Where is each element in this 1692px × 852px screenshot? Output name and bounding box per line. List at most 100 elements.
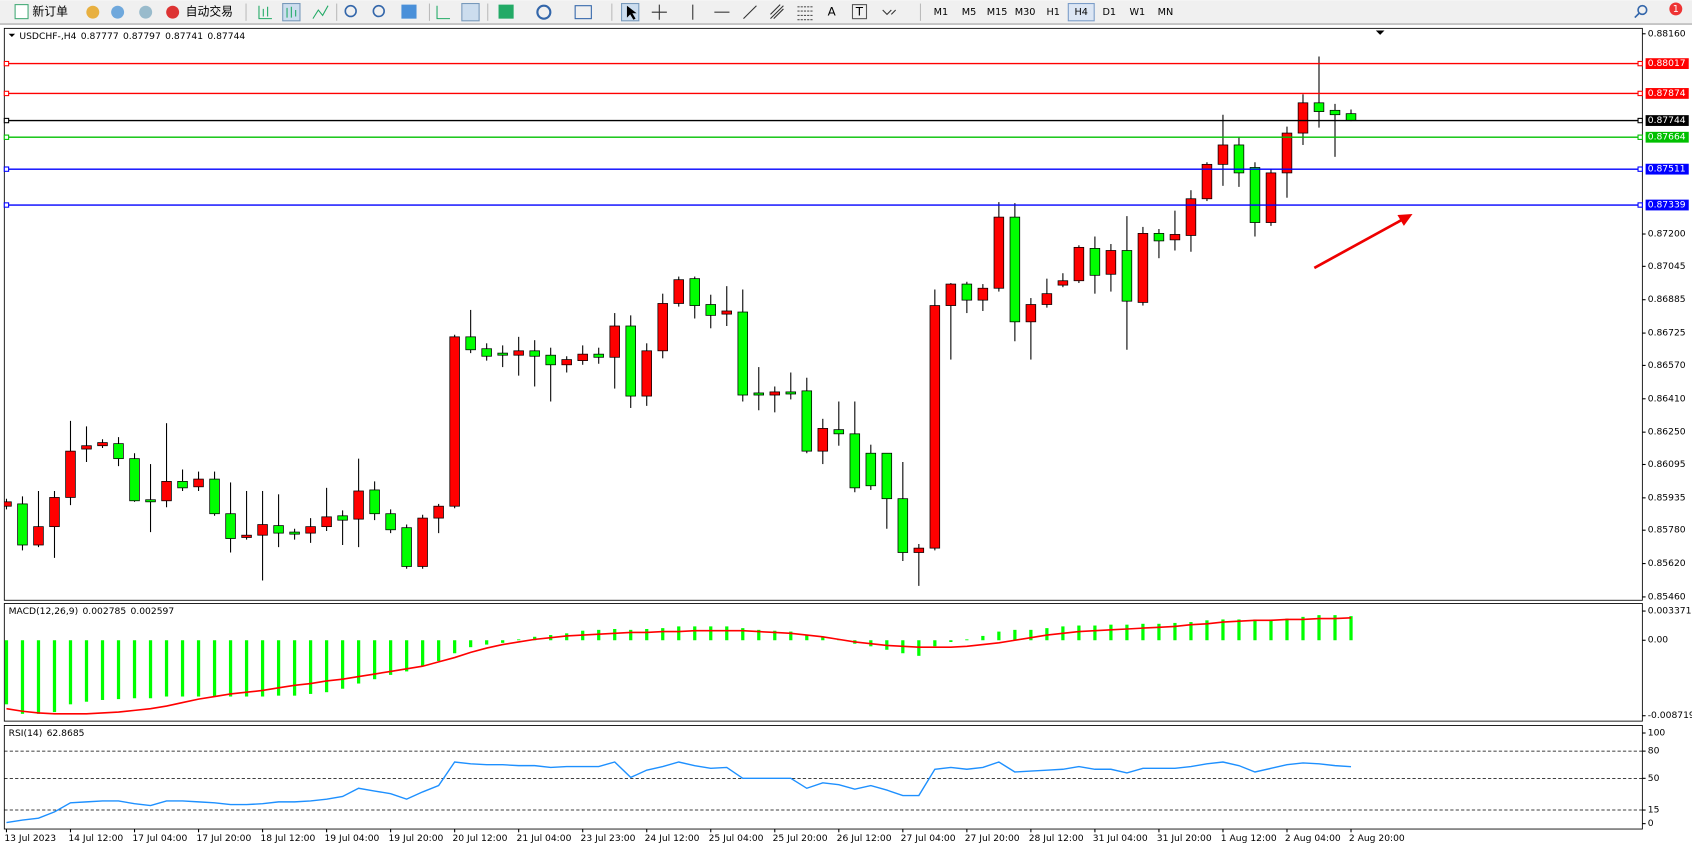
- x-tick-label: 2 Aug 04:00: [1285, 833, 1341, 844]
- candle-body: [337, 515, 348, 521]
- candle-body: [913, 547, 925, 553]
- macd-bar: [292, 640, 297, 696]
- candle-body: [929, 305, 941, 549]
- macd-bar: [661, 628, 665, 641]
- y-tick-label: 80: [1648, 746, 1660, 757]
- new-order-label: 新订单: [32, 5, 68, 19]
- macd-bar: [164, 640, 169, 697]
- macd-bar: [933, 640, 937, 647]
- x-tick-label: 27 Jul 04:00: [901, 833, 956, 844]
- candle-body: [1089, 248, 1101, 276]
- candle-body: [513, 350, 524, 356]
- candle-body: [433, 505, 444, 519]
- y-tick-label: 0: [1648, 818, 1654, 829]
- fibo-icon[interactable]: [797, 6, 813, 21]
- x-tick-label: 31 Jul 20:00: [1157, 833, 1212, 844]
- crosshair-icon[interactable]: [651, 4, 667, 20]
- candle-body: [641, 350, 652, 397]
- tile-icon[interactable]: [401, 4, 417, 19]
- timeframe-button[interactable]: W1: [1129, 7, 1145, 18]
- price-level-label: 0.87664: [1648, 132, 1686, 143]
- macd-bar: [1173, 622, 1177, 641]
- auto-trading-label: 自动交易: [186, 5, 233, 19]
- timeframe-button[interactable]: H1: [1046, 7, 1059, 18]
- candle-body: [1297, 102, 1309, 134]
- indicator-label: RSI(14) 62.8685: [9, 727, 85, 738]
- notification-badge[interactable]: [1669, 2, 1683, 16]
- rsi-panel: [3, 725, 1643, 830]
- macd-bar: [20, 640, 25, 714]
- ohlc-value: 0.87777: [81, 30, 119, 41]
- macd-bar: [693, 626, 697, 641]
- zoom-out-icon[interactable]: [372, 4, 385, 18]
- shift-icon[interactable]: [461, 3, 480, 22]
- icon[interactable]: [111, 5, 125, 19]
- indicator-value: 62.8685: [47, 727, 85, 738]
- candle-body: [1201, 163, 1213, 200]
- indicators-icon[interactable]: [498, 4, 514, 19]
- y-tick-label: 15: [1648, 805, 1660, 816]
- candle-body: [545, 354, 556, 366]
- price-level-handle: [1637, 166, 1643, 172]
- macd-bar: [148, 640, 153, 699]
- autoscroll-icon[interactable]: [436, 5, 450, 20]
- auto-trading-button[interactable]: 自动交易: [166, 5, 233, 19]
- price-level-tag: [1645, 58, 1689, 70]
- icon[interactable]: [139, 5, 153, 19]
- macd-bar: [100, 640, 105, 700]
- candle-body: [753, 392, 765, 396]
- chart-header: USDCHF-,H4 0.87777 0.87797 0.87741 0.87744: [19, 30, 245, 41]
- macd-bar: [613, 628, 617, 641]
- x-tick-label: 17 Jul 04:00: [132, 833, 187, 844]
- macd-bar: [340, 640, 345, 689]
- line-chart-icon[interactable]: [312, 5, 329, 19]
- y-tick-label: 0.003371: [1648, 606, 1692, 617]
- zoom-in-icon[interactable]: [344, 4, 357, 18]
- timeframe-button[interactable]: H4: [1067, 3, 1095, 22]
- periods-icon[interactable]: [536, 4, 552, 20]
- search-icon-handle: [1634, 12, 1640, 19]
- x-tick-label: 19 Jul 04:00: [324, 833, 379, 844]
- macd-bar: [1269, 619, 1273, 641]
- candle-body: [353, 490, 364, 520]
- macd-bar: [1221, 619, 1225, 641]
- macd-bar: [421, 640, 425, 667]
- macd-bar: [1333, 615, 1337, 641]
- bar-chart-icon[interactable]: [258, 5, 272, 20]
- macd-bar: [629, 629, 633, 641]
- search-icon[interactable]: [1637, 4, 1648, 16]
- macd-bar: [1253, 619, 1257, 641]
- rsi-line: [6, 761, 1352, 824]
- macd-bar: [36, 640, 41, 714]
- ohlc-value: 0.87741: [165, 30, 203, 41]
- timeframe-button[interactable]: D1: [1102, 7, 1116, 18]
- text-tool[interactable]: A: [828, 5, 837, 19]
- candle-body: [945, 283, 957, 306]
- timeframe-button[interactable]: M15: [987, 7, 1008, 18]
- macd-bar: [981, 635, 985, 641]
- indicator-label: MACD(12,26,9) 0.002785 0.002597: [9, 606, 175, 617]
- candle-body: [1185, 198, 1197, 236]
- notification-count: 1: [1673, 4, 1679, 15]
- macd-bar: [1077, 625, 1081, 641]
- candle-body: [1217, 144, 1229, 165]
- macd-bar: [356, 640, 361, 684]
- label-tool-box[interactable]: [851, 4, 868, 20]
- macd-bar: [68, 640, 73, 705]
- arrows-icon[interactable]: [882, 9, 897, 16]
- macd-bar: [917, 640, 921, 656]
- toolbar: 新订单 自动交易 A T: [0, 0, 1692, 25]
- channel-icon[interactable]: [770, 4, 784, 20]
- timeframe-button[interactable]: M1: [934, 7, 949, 18]
- chart-window: 0.88160 0.87200 0.87045 0.86885 0.86725 0.865…: [3, 27, 1692, 844]
- templates-icon[interactable]: [574, 5, 592, 20]
- timeframe-button[interactable]: M5: [962, 7, 977, 18]
- trendline-icon[interactable]: [743, 5, 757, 20]
- timeframe-button[interactable]: M30: [1015, 7, 1036, 18]
- icon[interactable]: [86, 5, 100, 19]
- candle-body: [385, 513, 396, 531]
- macd-bar: [1349, 616, 1353, 641]
- timeframe-button[interactable]: MN: [1158, 7, 1174, 18]
- new-order-button[interactable]: 新订单: [14, 4, 68, 20]
- price-level-tag: [1645, 115, 1689, 126]
